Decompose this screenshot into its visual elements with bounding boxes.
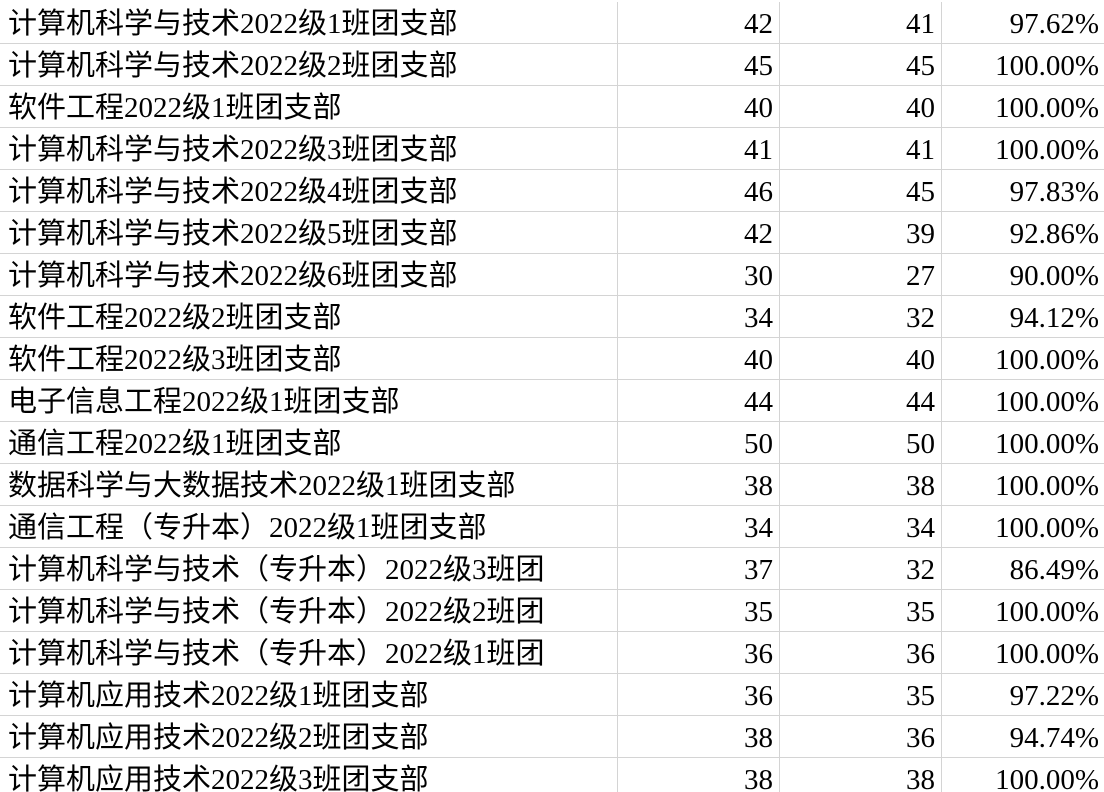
participant-count[interactable]: 38 bbox=[780, 464, 942, 505]
participation-rate[interactable]: 100.00% bbox=[995, 470, 1099, 502]
table-row: 计算机科学与技术（专升本）2022级2班团 35 35 100.00% bbox=[0, 590, 1104, 632]
branch-name[interactable]: 计算机应用技术2022级3班团支部 bbox=[0, 758, 618, 792]
participant-count[interactable]: 44 bbox=[780, 380, 942, 421]
total-count[interactable]: 44 bbox=[618, 380, 780, 421]
total-count[interactable]: 37 bbox=[618, 548, 780, 589]
branch-name[interactable]: 计算机科学与技术2022级2班团支部 bbox=[0, 44, 618, 85]
participant-count[interactable]: 39 bbox=[780, 212, 942, 253]
participation-rate[interactable]: 90.00% bbox=[1009, 260, 1099, 292]
participant-count[interactable]: 27 bbox=[780, 254, 942, 295]
total-count[interactable]: 36 bbox=[618, 674, 780, 715]
branch-name[interactable]: 计算机应用技术2022级2班团支部 bbox=[0, 716, 618, 757]
participation-rate[interactable]: 86.49% bbox=[1009, 554, 1099, 586]
participant-count[interactable]: 40 bbox=[780, 338, 942, 379]
table-row: 通信工程（专升本）2022级1班团支部 34 34 100.00% bbox=[0, 506, 1104, 548]
total-count[interactable]: 30 bbox=[618, 254, 780, 295]
branch-name[interactable]: 软件工程2022级3班团支部 bbox=[0, 338, 618, 379]
table-row: 软件工程2022级3班团支部 40 40 100.00% bbox=[0, 338, 1104, 380]
table-row: 数据科学与大数据技术2022级1班团支部 38 38 100.00% bbox=[0, 464, 1104, 506]
total-count[interactable]: 34 bbox=[618, 506, 780, 547]
branch-name[interactable]: 软件工程2022级2班团支部 bbox=[0, 296, 618, 337]
total-count[interactable]: 40 bbox=[618, 338, 780, 379]
branch-name[interactable]: 计算机应用技术2022级1班团支部 bbox=[0, 674, 618, 715]
table-row: 计算机科学与技术2022级1班团支部 42 41 97.62% bbox=[0, 2, 1104, 44]
participation-rate[interactable]: 100.00% bbox=[995, 764, 1099, 792]
table-row: 计算机应用技术2022级1班团支部 36 35 97.22% bbox=[0, 674, 1104, 716]
participation-rate[interactable]: 100.00% bbox=[995, 512, 1099, 544]
participation-rate[interactable]: 97.62% bbox=[1009, 8, 1099, 40]
participation-rate[interactable]: 94.74% bbox=[1009, 722, 1099, 754]
participant-count[interactable]: 35 bbox=[780, 674, 942, 715]
total-count[interactable]: 38 bbox=[618, 464, 780, 505]
table-row: 电子信息工程2022级1班团支部 44 44 100.00% bbox=[0, 380, 1104, 422]
table-row: 软件工程2022级2班团支部 34 32 94.12% bbox=[0, 296, 1104, 338]
total-count[interactable]: 45 bbox=[618, 44, 780, 85]
total-count[interactable]: 35 bbox=[618, 590, 780, 631]
table-row: 计算机应用技术2022级3班团支部 38 38 100.00% bbox=[0, 758, 1104, 792]
participation-rate[interactable]: 92.86% bbox=[1009, 218, 1099, 250]
branch-name[interactable]: 计算机科学与技术2022级4班团支部 bbox=[0, 170, 618, 211]
participant-count[interactable]: 41 bbox=[780, 2, 942, 43]
participation-rate[interactable]: 100.00% bbox=[995, 134, 1099, 166]
participant-count[interactable]: 41 bbox=[780, 128, 942, 169]
branch-name[interactable]: 计算机科学与技术2022级5班团支部 bbox=[0, 212, 618, 253]
branch-name[interactable]: 软件工程2022级1班团支部 bbox=[0, 86, 618, 127]
participant-count[interactable]: 35 bbox=[780, 590, 942, 631]
participant-count[interactable]: 36 bbox=[780, 716, 942, 757]
participation-rate[interactable]: 100.00% bbox=[995, 344, 1099, 376]
participation-rate[interactable]: 100.00% bbox=[995, 428, 1099, 460]
branch-name[interactable]: 通信工程2022级1班团支部 bbox=[0, 422, 618, 463]
table-row: 计算机科学与技术2022级4班团支部 46 45 97.83% bbox=[0, 170, 1104, 212]
participant-count[interactable]: 38 bbox=[780, 758, 942, 792]
participation-rate[interactable]: 100.00% bbox=[995, 638, 1099, 670]
table-row: 通信工程2022级1班团支部 50 50 100.00% bbox=[0, 422, 1104, 464]
participation-rate[interactable]: 100.00% bbox=[995, 50, 1099, 82]
participant-count[interactable]: 45 bbox=[780, 44, 942, 85]
table-row: 计算机科学与技术2022级5班团支部 42 39 92.86% bbox=[0, 212, 1104, 254]
branch-name[interactable]: 计算机科学与技术（专升本）2022级2班团 bbox=[0, 590, 618, 631]
table-row: 计算机科学与技术（专升本）2022级1班团 36 36 100.00% bbox=[0, 632, 1104, 674]
participation-rate[interactable]: 100.00% bbox=[995, 596, 1099, 628]
branch-name[interactable]: 通信工程（专升本）2022级1班团支部 bbox=[0, 506, 618, 547]
total-count[interactable]: 50 bbox=[618, 422, 780, 463]
total-count[interactable]: 42 bbox=[618, 212, 780, 253]
participation-rate[interactable]: 94.12% bbox=[1009, 302, 1099, 334]
participant-count[interactable]: 32 bbox=[780, 548, 942, 589]
total-count[interactable]: 40 bbox=[618, 86, 780, 127]
table-row: 计算机科学与技术2022级3班团支部 41 41 100.00% bbox=[0, 128, 1104, 170]
total-count[interactable]: 36 bbox=[618, 632, 780, 673]
table-row: 计算机科学与技术2022级2班团支部 45 45 100.00% bbox=[0, 44, 1104, 86]
participation-rate[interactable]: 97.83% bbox=[1009, 176, 1099, 208]
participant-count[interactable]: 34 bbox=[780, 506, 942, 547]
branch-name[interactable]: 电子信息工程2022级1班团支部 bbox=[0, 380, 618, 421]
participant-count[interactable]: 36 bbox=[780, 632, 942, 673]
branch-name[interactable]: 计算机科学与技术2022级3班团支部 bbox=[0, 128, 618, 169]
total-count[interactable]: 38 bbox=[618, 758, 780, 792]
participant-count[interactable]: 45 bbox=[780, 170, 942, 211]
branch-name[interactable]: 计算机科学与技术2022级6班团支部 bbox=[0, 254, 618, 295]
branch-name[interactable]: 数据科学与大数据技术2022级1班团支部 bbox=[0, 464, 618, 505]
table-row: 软件工程2022级1班团支部 40 40 100.00% bbox=[0, 86, 1104, 128]
participation-rate[interactable]: 97.22% bbox=[1009, 680, 1099, 712]
participant-count[interactable]: 50 bbox=[780, 422, 942, 463]
participation-rate[interactable]: 100.00% bbox=[995, 92, 1099, 124]
branch-name[interactable]: 计算机科学与技术2022级1班团支部 bbox=[0, 2, 618, 43]
total-count[interactable]: 34 bbox=[618, 296, 780, 337]
participation-rate[interactable]: 100.00% bbox=[995, 386, 1099, 418]
table-row: 计算机科学与技术（专升本）2022级3班团 37 32 86.49% bbox=[0, 548, 1104, 590]
total-count[interactable]: 38 bbox=[618, 716, 780, 757]
total-count[interactable]: 41 bbox=[618, 128, 780, 169]
table-row: 计算机应用技术2022级2班团支部 38 36 94.74% bbox=[0, 716, 1104, 758]
participant-count[interactable]: 32 bbox=[780, 296, 942, 337]
branch-name[interactable]: 计算机科学与技术（专升本）2022级3班团 bbox=[0, 548, 618, 589]
total-count[interactable]: 46 bbox=[618, 170, 780, 211]
branch-name[interactable]: 计算机科学与技术（专升本）2022级1班团 bbox=[0, 632, 618, 673]
participant-count[interactable]: 40 bbox=[780, 86, 942, 127]
table-row: 计算机科学与技术2022级6班团支部 30 27 90.00% bbox=[0, 254, 1104, 296]
total-count[interactable]: 42 bbox=[618, 2, 780, 43]
